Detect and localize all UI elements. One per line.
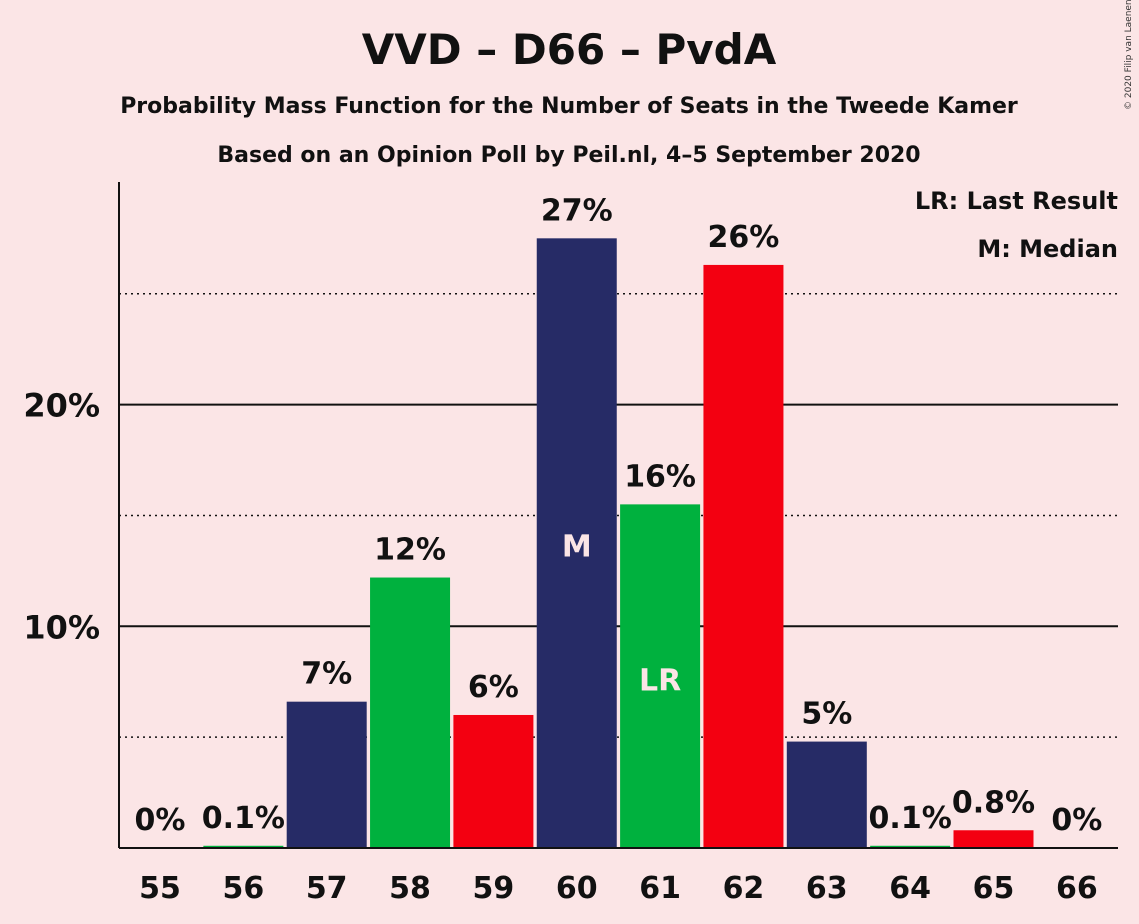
bar: [536, 238, 617, 848]
last-result-marker: LR: [639, 663, 681, 698]
bar: [453, 714, 534, 848]
chart-subtitle: Probability Mass Function for the Number…: [120, 94, 1018, 119]
y-tick-label: 20%: [23, 387, 100, 425]
x-tick-label: 56: [222, 871, 264, 906]
data-label: 7%: [301, 657, 352, 692]
bar: [786, 741, 867, 848]
data-label: 16%: [624, 459, 696, 494]
bar: [286, 701, 367, 848]
bar: [620, 504, 701, 848]
data-label: 27%: [541, 193, 613, 228]
x-tick-label: 61: [639, 871, 681, 906]
median-marker: M: [562, 529, 592, 564]
bar: [703, 264, 784, 849]
data-label: 0.1%: [202, 801, 285, 836]
y-tick-label: 10%: [23, 608, 100, 646]
bars: [203, 238, 1034, 849]
data-label: 6%: [468, 670, 519, 705]
y-axis: 10% 20%: [23, 182, 1118, 849]
x-tick-label: 64: [889, 871, 931, 906]
x-tick-label: 60: [556, 871, 598, 906]
bar: [370, 577, 451, 848]
data-label: 0%: [135, 803, 186, 838]
x-tick-label: 65: [973, 871, 1015, 906]
chart-source: Based on an Opinion Poll by Peil.nl, 4–5…: [217, 143, 920, 168]
chart-title: VVD – D66 – PvdA: [362, 25, 777, 74]
legend-last-result: LR: Last Result: [915, 187, 1118, 215]
x-axis: 55 56 57 58 59 60 61 62 63 64 65 66: [139, 871, 1098, 906]
bar: [870, 845, 951, 848]
data-label: 0.8%: [952, 785, 1035, 820]
gridlines: [119, 293, 1118, 738]
legend-median: M: Median: [977, 235, 1118, 263]
x-tick-label: 63: [806, 871, 848, 906]
x-tick-label: 58: [389, 871, 431, 906]
x-tick-label: 55: [139, 871, 181, 906]
data-label: 0.1%: [869, 801, 952, 836]
bar: [203, 845, 284, 848]
data-label: 0%: [1051, 803, 1102, 838]
data-label: 12%: [374, 533, 446, 568]
x-tick-label: 59: [473, 871, 515, 906]
copyright-note: © 2020 Filip van Laenen: [1124, 0, 1134, 110]
data-label: 26%: [708, 220, 780, 255]
data-label: 5%: [801, 697, 852, 732]
x-tick-label: 62: [723, 871, 765, 906]
x-tick-label: 57: [306, 871, 348, 906]
bar: [953, 830, 1034, 848]
x-tick-label: 66: [1056, 871, 1098, 906]
